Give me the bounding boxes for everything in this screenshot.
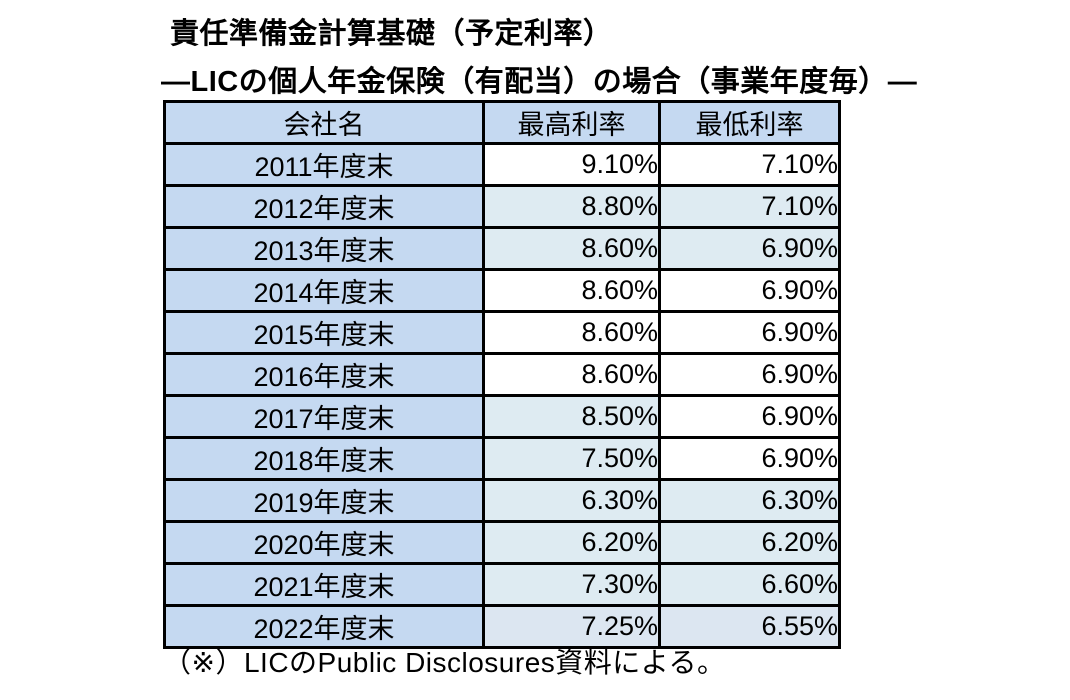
year-cell: 2019年度末 <box>163 478 485 523</box>
source-note: （※）LICのPublic Disclosures資料による。 <box>163 647 726 678</box>
table-row: 2022年度末 7.25% 6.55% <box>163 604 841 649</box>
year-cell: 2016年度末 <box>163 352 485 397</box>
year-cell: 2011年度末 <box>163 142 485 187</box>
year-cell: 2017年度末 <box>163 394 485 439</box>
table-row: 2016年度末 8.60% 6.90% <box>163 352 841 397</box>
min-rate-cell: 6.90% <box>658 352 841 397</box>
col-header-company: 会社名 <box>163 100 485 145</box>
table-row: 2017年度末 8.50% 6.90% <box>163 394 841 439</box>
figure-title: 責任準備金計算基礎（予定利率） <box>170 18 613 50</box>
min-rate-cell: 6.90% <box>658 394 841 439</box>
min-rate-cell: 6.90% <box>658 436 841 481</box>
year-cell: 2014年度末 <box>163 268 485 313</box>
max-rate-cell: 7.50% <box>482 436 661 481</box>
max-rate-cell: 8.60% <box>482 268 661 313</box>
max-rate-cell: 6.30% <box>482 478 661 523</box>
max-rate-cell: 7.25% <box>482 604 661 649</box>
max-rate-cell: 7.30% <box>482 562 661 607</box>
table-row: 2013年度末 8.60% 6.90% <box>163 226 841 271</box>
year-cell: 2021年度末 <box>163 562 485 607</box>
max-rate-cell: 8.60% <box>482 352 661 397</box>
table-row: 2015年度末 8.60% 6.90% <box>163 310 841 355</box>
year-cell: 2020年度末 <box>163 520 485 565</box>
min-rate-cell: 6.90% <box>658 310 841 355</box>
max-rate-cell: 8.50% <box>482 394 661 439</box>
table-row: 2014年度末 8.60% 6.90% <box>163 268 841 313</box>
table-row: 2020年度末 6.20% 6.20% <box>163 520 841 565</box>
year-cell: 2013年度末 <box>163 226 485 271</box>
year-cell: 2015年度末 <box>163 310 485 355</box>
max-rate-cell: 9.10% <box>482 142 661 187</box>
table-row: 2011年度末 9.10% 7.10% <box>163 142 841 187</box>
year-cell: 2022年度末 <box>163 604 485 649</box>
header-row: 会社名 最高利率 最低利率 <box>163 100 841 145</box>
table-row: 2021年度末 7.30% 6.60% <box>163 562 841 607</box>
assumed-rate-table: 会社名 最高利率 最低利率 2011年度末 9.10% 7.10% 2012年度… <box>163 100 841 649</box>
col-header-max-rate: 最高利率 <box>482 100 661 145</box>
max-rate-cell: 6.20% <box>482 520 661 565</box>
max-rate-cell: 8.60% <box>482 310 661 355</box>
min-rate-cell: 7.10% <box>658 142 841 187</box>
year-cell: 2018年度末 <box>163 436 485 481</box>
min-rate-cell: 7.10% <box>658 184 841 229</box>
max-rate-cell: 8.60% <box>482 226 661 271</box>
figure-subtitle: ―LICの個人年金保険（有配当）の場合（事業年度毎）― <box>161 66 918 98</box>
col-header-min-rate: 最低利率 <box>658 100 841 145</box>
min-rate-cell: 6.20% <box>658 520 841 565</box>
min-rate-cell: 6.55% <box>658 604 841 649</box>
year-cell: 2012年度末 <box>163 184 485 229</box>
min-rate-cell: 6.90% <box>658 268 841 313</box>
min-rate-cell: 6.90% <box>658 226 841 271</box>
table-row: 2018年度末 7.50% 6.90% <box>163 436 841 481</box>
min-rate-cell: 6.60% <box>658 562 841 607</box>
max-rate-cell: 8.80% <box>482 184 661 229</box>
table-row: 2012年度末 8.80% 7.10% <box>163 184 841 229</box>
table-row: 2019年度末 6.30% 6.30% <box>163 478 841 523</box>
min-rate-cell: 6.30% <box>658 478 841 523</box>
